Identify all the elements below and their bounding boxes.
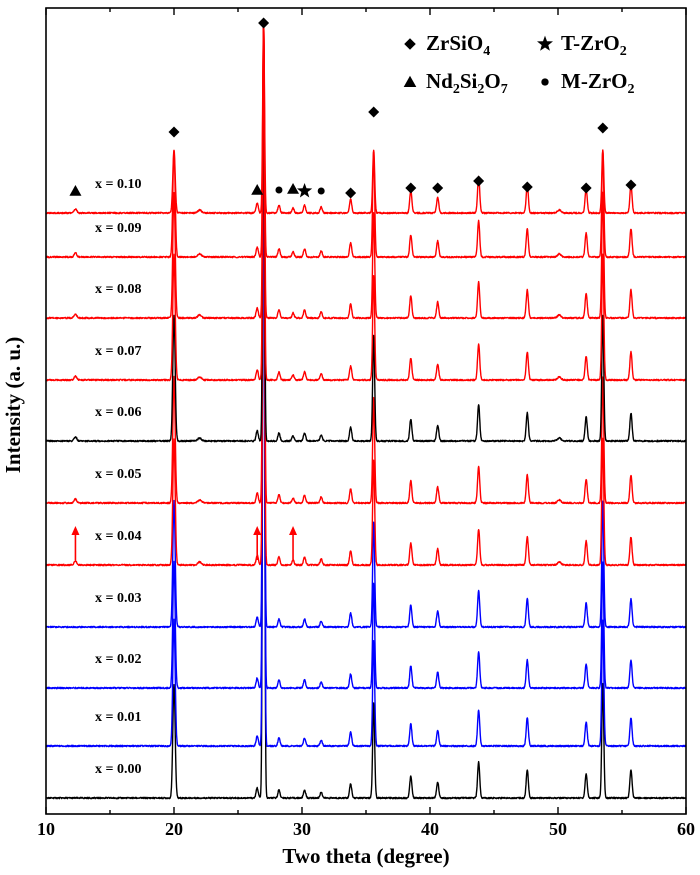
series-line-010 [45,19,687,215]
series-labels: x = 0.00 x = 0.01 x = 0.02 x = 0.03 x = 0.04… [95,177,141,777]
circle-marker [317,187,325,195]
legend-entry: Nd2Si2O7 [426,69,508,97]
diamond-marker [405,182,417,194]
diamond-marker [258,17,270,29]
legend: ZrSiO4 T-ZrO2 Nd2Si2O7 M-ZrO2 [403,31,634,97]
triangle-marker [403,75,417,88]
phase-markers [69,17,637,199]
series-label: x = 0.07 [95,344,141,359]
diamond-marker [168,126,180,138]
star-marker [537,35,553,51]
triangle-marker [287,183,300,194]
series-line-003 [45,18,687,629]
diamond-marker [473,175,485,187]
legend-entry: T-ZrO2 [561,31,627,59]
series-label: x = 0.06 [95,405,141,420]
series-line-004 [45,19,687,567]
circle-marker [275,186,283,194]
series-label: x = 0.01 [95,710,141,725]
diamond-marker [580,182,592,194]
legend-entry: ZrSiO4 [426,31,490,59]
series-label: x = 0.09 [95,221,141,236]
axes: 10 20 30 40 50 60 [37,7,695,839]
diamond-marker [404,38,416,50]
series-label: x = 0.02 [95,652,141,667]
x-tick-label: 40 [421,819,439,839]
series-label: x = 0.03 [95,591,141,606]
arrow-head [71,526,80,535]
plot-frame [45,7,687,815]
y-axis-title: Intensity (a. u.) [1,337,25,474]
series-label: x = 0.00 [95,762,141,777]
circle-marker [541,78,549,86]
x-tick-label: 10 [37,819,55,839]
series-line-001 [45,19,687,748]
diamond-marker [597,122,609,134]
x-axis-title: Two theta (degree) [282,844,449,868]
phase-arrows [71,526,298,560]
series-line-007 [45,20,687,382]
diamond-marker [521,181,533,193]
x-tick-label: 20 [165,819,183,839]
series-line-009 [45,19,687,259]
legend-entry: M-ZrO2 [561,69,634,97]
series-line-002 [45,19,687,690]
series-line-006 [45,19,687,443]
diamond-marker [625,179,637,191]
series-line-008 [45,18,687,320]
star-marker [297,183,313,198]
arrow-head [289,526,298,535]
series-line-000 [45,19,687,800]
series-label: x = 0.05 [95,467,141,482]
diamond-marker [368,106,380,118]
x-tick-label: 50 [549,819,567,839]
series-label: x = 0.04 [95,529,141,544]
x-tick-label: 60 [677,819,695,839]
series-line-005 [45,19,687,505]
triangle-marker [251,184,264,195]
xrd-traces [45,18,687,800]
series-label: x = 0.08 [95,282,141,297]
triangle-marker [69,185,82,196]
x-tick-label: 30 [293,819,311,839]
series-label: x = 0.10 [95,177,141,192]
diamond-marker [432,182,444,194]
arrow-head [253,526,262,535]
diamond-marker [345,187,357,199]
